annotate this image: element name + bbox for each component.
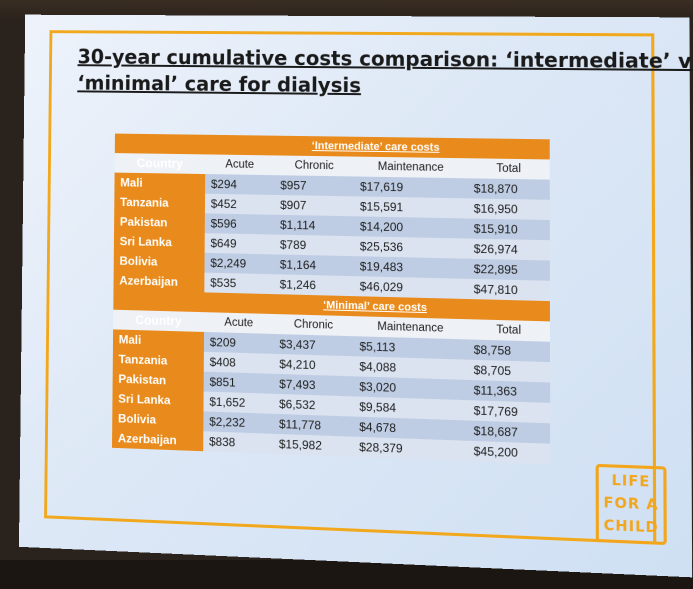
intermediate-banner-corner <box>114 133 206 155</box>
cost-cell: $408 <box>203 351 274 374</box>
country-cell: Azerbaijan <box>111 428 204 452</box>
cost-cell: $294 <box>205 174 275 195</box>
cost-cell: $1,652 <box>203 391 274 414</box>
costs-table: ‘Intermediate’ care costs Country Acute Chr… <box>111 133 551 465</box>
cost-cell: $2,249 <box>204 252 274 275</box>
cost-cell: $28,379 <box>353 436 468 462</box>
slide-title: 30-year cumulative costs comparison: ‘in… <box>77 44 693 102</box>
country-cell: Bolivia <box>113 250 205 273</box>
cost-cell: $11,778 <box>273 413 354 437</box>
cost-cell: $2,232 <box>203 411 274 434</box>
cost-cell: $47,810 <box>467 278 550 302</box>
cost-cell: $907 <box>274 194 355 217</box>
cost-cell: $535 <box>204 272 274 295</box>
cost-cell: $452 <box>204 193 275 215</box>
cost-cell: $14,200 <box>353 216 468 239</box>
country-cell: Azerbaijan <box>113 270 205 293</box>
logo-line-1: LIFE <box>611 472 651 491</box>
cost-cell: $15,910 <box>467 218 550 241</box>
cost-cell: $1,246 <box>273 274 354 297</box>
country-cell: Sri Lanka <box>113 231 205 253</box>
column-header: Chronic <box>273 314 354 337</box>
column-header: Chronic <box>274 155 355 177</box>
cost-cell: $18,870 <box>467 178 550 200</box>
country-cell: Pakistan <box>114 211 205 234</box>
cost-cell: $789 <box>273 234 354 257</box>
country-cell: Tanzania <box>114 192 206 214</box>
cost-cell: $22,895 <box>467 258 550 281</box>
life-for-a-child-logo: LIFE FOR A CHILD <box>595 463 667 546</box>
country-column-header: Country <box>114 153 206 175</box>
cost-cell: $15,591 <box>353 196 468 219</box>
cost-cell: $7,493 <box>273 373 354 397</box>
cost-cell: $26,974 <box>467 238 550 261</box>
cost-cell: $596 <box>204 213 275 235</box>
country-cell: Mali <box>114 172 206 194</box>
country-cell: Mali <box>112 329 205 352</box>
cost-cell: $649 <box>204 233 275 255</box>
column-header: Maintenance <box>354 156 468 179</box>
cost-cell: $45,200 <box>467 440 551 465</box>
cost-cell: $8,758 <box>467 339 551 363</box>
cost-cell: $851 <box>203 371 274 394</box>
cost-cell: $11,363 <box>467 379 551 403</box>
logo-line-3: CHILD <box>603 517 659 537</box>
cost-cell: $17,769 <box>467 400 551 424</box>
cost-cell: $8,705 <box>467 359 551 383</box>
logo-line-2: FOR A <box>603 494 659 514</box>
cost-cell: $1,114 <box>274 214 354 237</box>
cost-cell: $209 <box>203 331 274 354</box>
cost-cell: $25,536 <box>353 236 468 259</box>
cost-cell: $19,483 <box>353 256 468 279</box>
column-header: Acute <box>205 154 275 176</box>
minimal-banner-corner <box>113 290 205 313</box>
cost-cell: $16,950 <box>467 198 550 221</box>
cost-cell: $838 <box>203 431 274 454</box>
cost-cell: $15,982 <box>272 433 354 457</box>
cost-cell: $3,437 <box>273 333 354 357</box>
column-header: Total <box>467 319 550 342</box>
cost-cell: $957 <box>274 175 355 197</box>
column-header: Acute <box>204 312 274 334</box>
cost-cell: $4,210 <box>273 353 354 377</box>
country-column-header: Country <box>113 309 205 332</box>
column-header: Total <box>467 158 550 180</box>
projected-slide: 30-year cumulative costs comparison: ‘in… <box>18 14 693 578</box>
cost-cell: $6,532 <box>273 393 354 417</box>
cost-cell: $1,164 <box>273 254 354 277</box>
cost-cell: $17,619 <box>354 176 468 199</box>
